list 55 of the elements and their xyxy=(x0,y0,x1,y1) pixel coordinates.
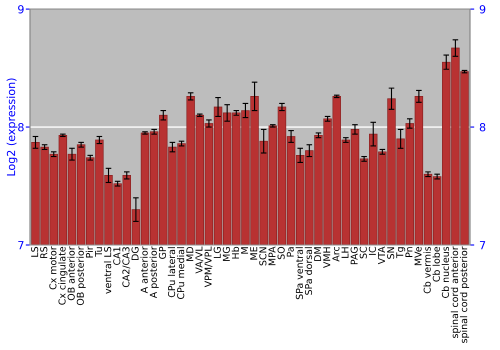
x-tick-label: Cx motor xyxy=(49,246,56,290)
x-tick-label: Tu xyxy=(95,247,102,257)
x-tick-label: Hb xyxy=(232,246,240,259)
x-tick-label: CPu lateral xyxy=(168,247,176,298)
x-tick-label: MPA xyxy=(268,246,276,266)
x-tick-label: MD xyxy=(186,246,194,261)
y-tick-label: 7 xyxy=(18,241,24,250)
x-tick-label: A anterior xyxy=(140,246,148,294)
x-tick-label: SCN xyxy=(259,247,266,266)
y2-tick-label: 9 xyxy=(480,5,486,14)
x-tick-label: SN xyxy=(387,247,394,259)
x-tick-label: CA1 xyxy=(113,247,120,265)
x-tick-label: Cb nucleus xyxy=(442,246,450,298)
x-tick-label: Cx cingulate xyxy=(58,246,68,305)
x-tick-label: DG xyxy=(131,247,139,260)
x-tick-label: Pa xyxy=(286,247,294,257)
x-tick-label: OB posterior xyxy=(76,246,86,306)
x-tick-label: ventral LS xyxy=(104,246,112,294)
x-tick-label: Arc xyxy=(332,246,340,262)
x-tick-label: SPa dorsal xyxy=(304,247,312,295)
x-tick-label: OB anterior xyxy=(67,246,75,300)
x-tick-label: LH xyxy=(342,247,348,258)
x-tick-label: DM xyxy=(314,247,322,261)
x-tick-label: VMH xyxy=(323,247,330,268)
y-tick-label: 8 xyxy=(18,123,24,132)
y2-tick-label: 8 xyxy=(480,123,486,132)
x-tick-label: LG xyxy=(214,247,221,258)
x-tick-label: MVe xyxy=(414,246,422,266)
x-tick-label: IC xyxy=(368,246,376,255)
x-tick-label: MG xyxy=(222,247,230,261)
x-tick-label: GP xyxy=(158,246,166,259)
x-tick-label: Cb lobe xyxy=(432,246,440,282)
x-tick-label: VPM/VPL xyxy=(204,246,212,288)
x-tick-label: VTA xyxy=(378,246,385,264)
x-tick-label: spinal cord posterior xyxy=(460,246,470,343)
x-tick-label: A posterior xyxy=(150,246,159,298)
x-tick-label: VA/VL xyxy=(196,246,204,274)
x-tick-label: Cb vermis xyxy=(423,246,431,294)
x-tick-label: Pir xyxy=(86,246,93,258)
x-tick-label: Pn xyxy=(405,247,412,257)
x-tick-label: SO xyxy=(278,246,285,260)
x-tick-label: spinal cord anterior xyxy=(450,246,460,338)
y-axis-title: Log2 (expression) xyxy=(6,78,18,176)
y2-tick-label: 7 xyxy=(480,241,486,250)
x-tick-label: CPu medial xyxy=(176,247,184,300)
x-tick-label: ME xyxy=(250,246,258,260)
y-tick-label: 9 xyxy=(18,5,24,14)
x-tick-label: RS xyxy=(40,246,48,258)
x-tick-label: Tg xyxy=(396,247,406,258)
x-tick-label: PAG xyxy=(350,247,358,264)
x-tick-label: CA2/CA3 xyxy=(122,247,130,288)
x-tick-label: M xyxy=(241,247,248,254)
x-tick-label: SC xyxy=(360,246,367,258)
x-tick-label: SPa ventral xyxy=(296,247,303,300)
x-tick-label: LS xyxy=(31,246,38,257)
